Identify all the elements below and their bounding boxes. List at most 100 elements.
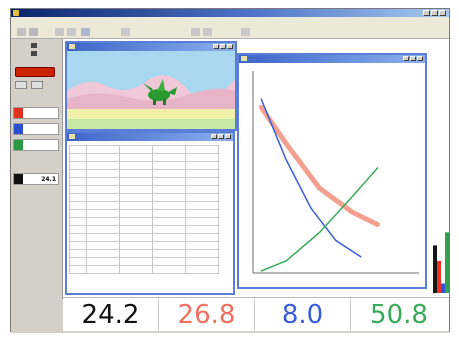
window-minimize-button[interactable] <box>213 44 219 49</box>
step-back-button[interactable] <box>15 81 27 89</box>
table-cell[interactable] <box>69 145 87 154</box>
table-row[interactable] <box>69 241 219 250</box>
table-cell[interactable] <box>152 241 186 250</box>
table-cell[interactable] <box>119 193 153 202</box>
table-cell[interactable] <box>185 145 219 154</box>
window-close-button[interactable] <box>227 44 233 49</box>
table-cell[interactable] <box>185 257 219 266</box>
table-cell[interactable] <box>185 185 219 194</box>
table-cell[interactable] <box>152 265 186 274</box>
table-cell[interactable] <box>86 233 120 242</box>
table-cell[interactable] <box>86 169 120 178</box>
pointer-tool-icon[interactable] <box>55 28 64 36</box>
table-cell[interactable] <box>86 257 120 266</box>
table-cell[interactable] <box>119 241 153 250</box>
table-cell[interactable] <box>152 177 186 186</box>
table-cell[interactable] <box>69 185 87 194</box>
zoom-out-icon[interactable] <box>203 28 212 36</box>
table-tool-icon[interactable] <box>81 28 90 36</box>
table-cell[interactable] <box>152 193 186 202</box>
table-cell[interactable] <box>86 153 120 162</box>
table-cell[interactable] <box>69 153 87 162</box>
table-cell[interactable] <box>152 161 186 170</box>
table-cell[interactable] <box>69 209 87 218</box>
table-cell[interactable] <box>69 193 87 202</box>
table-cell[interactable] <box>119 169 153 178</box>
animation-window[interactable] <box>65 41 237 131</box>
animation-window-titlebar[interactable] <box>67 43 235 51</box>
table-cell[interactable] <box>185 161 219 170</box>
table-cell[interactable] <box>69 241 87 250</box>
table-cell[interactable] <box>86 241 120 250</box>
table-cell[interactable] <box>119 265 153 274</box>
table-cell[interactable] <box>185 217 219 226</box>
table-cell[interactable] <box>119 161 153 170</box>
table-cell[interactable] <box>86 225 120 234</box>
table-cell[interactable] <box>69 201 87 210</box>
table-cell[interactable] <box>119 209 153 218</box>
table-cell[interactable] <box>119 153 153 162</box>
table-cell[interactable] <box>152 185 186 194</box>
zoom-in-icon[interactable] <box>191 28 200 36</box>
table-cell[interactable] <box>119 225 153 234</box>
table-cell[interactable] <box>86 209 120 218</box>
table-cell[interactable] <box>86 249 120 258</box>
table-cell[interactable] <box>152 249 186 258</box>
table-cell[interactable] <box>69 225 87 234</box>
table-cell[interactable] <box>185 201 219 210</box>
table-cell[interactable] <box>86 217 120 226</box>
table-cell[interactable] <box>185 177 219 186</box>
minimize-button[interactable] <box>423 10 430 16</box>
table-row[interactable] <box>69 193 219 202</box>
table-cell[interactable] <box>119 217 153 226</box>
table-row[interactable] <box>69 209 219 218</box>
window-maximize-button[interactable] <box>218 134 224 139</box>
table-cell[interactable] <box>86 161 120 170</box>
table-cell[interactable] <box>185 169 219 178</box>
table-cell[interactable] <box>86 177 120 186</box>
table-cell[interactable] <box>185 241 219 250</box>
window-minimize-button[interactable] <box>211 134 217 139</box>
data-table[interactable] <box>69 145 219 274</box>
table-cell[interactable] <box>69 257 87 266</box>
table-cell[interactable] <box>152 153 186 162</box>
table-cell[interactable] <box>185 225 219 234</box>
table-cell[interactable] <box>69 265 87 274</box>
table-row[interactable] <box>69 169 219 178</box>
new-file-icon[interactable] <box>17 28 26 36</box>
zoom-tool-icon[interactable] <box>67 28 76 36</box>
table-cell[interactable] <box>69 217 87 226</box>
table-row[interactable] <box>69 233 219 242</box>
table-cell[interactable] <box>152 169 186 178</box>
table-cell[interactable] <box>185 249 219 258</box>
table-row[interactable] <box>69 249 219 258</box>
table-cell[interactable] <box>86 201 120 210</box>
table-cell[interactable] <box>152 217 186 226</box>
table-row[interactable] <box>69 201 219 210</box>
table-cell[interactable] <box>185 233 219 242</box>
table-cell[interactable] <box>185 265 219 274</box>
table-cell[interactable] <box>119 201 153 210</box>
table-cell[interactable] <box>152 209 186 218</box>
table-cell[interactable] <box>119 185 153 194</box>
table-cell[interactable] <box>119 145 153 154</box>
window-maximize-button[interactable] <box>410 56 416 61</box>
options-icon[interactable] <box>241 28 250 36</box>
step-forward-button[interactable] <box>31 81 43 89</box>
table-row[interactable] <box>69 177 219 186</box>
graph-window[interactable] <box>237 53 427 289</box>
table-cell[interactable] <box>119 177 153 186</box>
table-cell[interactable] <box>152 225 186 234</box>
window-close-button[interactable] <box>225 134 231 139</box>
table-cell[interactable] <box>86 193 120 202</box>
table-cell[interactable] <box>185 209 219 218</box>
table-cell[interactable] <box>152 201 186 210</box>
save-icon[interactable] <box>29 28 38 36</box>
window-close-button[interactable] <box>417 56 423 61</box>
window-maximize-button[interactable] <box>220 44 226 49</box>
table-cell[interactable] <box>152 233 186 242</box>
table-cell[interactable] <box>119 233 153 242</box>
table-window[interactable] <box>65 131 235 295</box>
table-cell[interactable] <box>119 257 153 266</box>
table-row[interactable] <box>69 161 219 170</box>
